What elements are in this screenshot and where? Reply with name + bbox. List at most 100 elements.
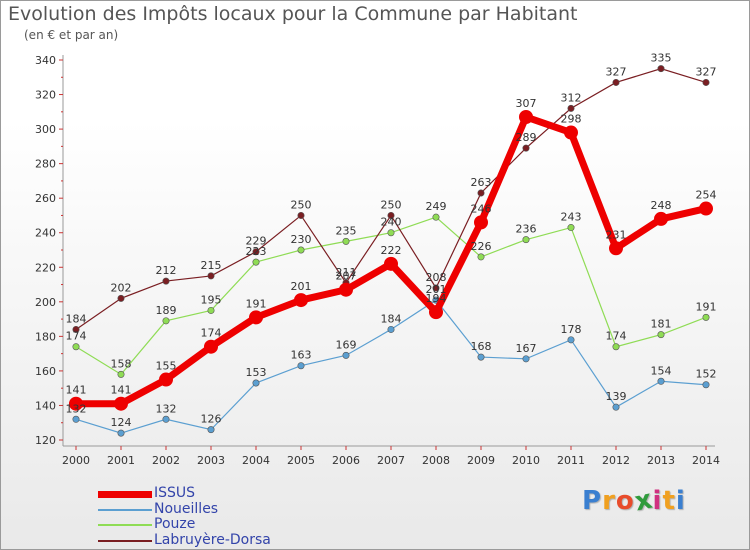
data-point-issus — [339, 282, 353, 297]
x-tick-label: 2009 — [467, 454, 495, 467]
data-label-pouze: 230 — [291, 233, 312, 246]
data-point-noueilles — [297, 362, 305, 370]
y-tick-label: 140 — [35, 399, 56, 412]
data-label-pouze: 181 — [651, 318, 672, 331]
data-label-noueilles: 124 — [111, 416, 132, 429]
data-label-pouze: 158 — [111, 357, 132, 370]
data-point-pouze — [342, 237, 350, 245]
data-label-issus: 201 — [291, 280, 312, 293]
data-label-pouze: 235 — [336, 224, 357, 237]
data-label-issus: 298 — [561, 113, 582, 126]
data-point-pouze — [567, 224, 575, 232]
data-label-issus: 191 — [246, 297, 267, 310]
data-point-pouze — [162, 317, 170, 325]
x-tick-label: 2003 — [197, 454, 225, 467]
data-point-labruy-re-dorsa — [567, 104, 575, 112]
logo-letter: i — [652, 486, 663, 516]
legend-swatch-noueilles — [98, 508, 152, 511]
proxiti-logo: Proxiti — [582, 484, 686, 517]
data-point-pouze — [207, 306, 215, 314]
y-tick-label: 260 — [35, 192, 56, 205]
data-label-issus: 141 — [66, 384, 87, 397]
data-label-noueilles: 154 — [651, 364, 672, 377]
logo-letter: P — [582, 486, 603, 516]
data-label-pouze: 240 — [381, 216, 402, 229]
data-point-noueilles — [477, 353, 485, 361]
data-point-pouze — [612, 343, 620, 351]
data-label-labruy-re-dorsa: 335 — [651, 52, 672, 65]
data-label-pouze: 195 — [201, 293, 222, 306]
data-point-pouze — [657, 331, 665, 339]
legend-swatch-issus — [98, 490, 152, 498]
x-tick-label: 2007 — [377, 454, 405, 467]
data-label-pouze: 226 — [471, 240, 492, 253]
data-label-noueilles: 184 — [381, 312, 402, 325]
data-label-noueilles: 126 — [201, 413, 222, 426]
x-tick-label: 2012 — [602, 454, 630, 467]
data-point-issus — [69, 396, 83, 411]
data-label-noueilles: 152 — [696, 368, 717, 381]
data-point-pouze — [72, 343, 80, 351]
data-label-labruy-re-dorsa: 202 — [111, 281, 132, 294]
data-point-noueilles — [117, 429, 125, 437]
y-tick-label: 320 — [35, 89, 56, 102]
data-label-issus: 254 — [696, 189, 717, 202]
logo-letter: i — [675, 486, 686, 516]
data-label-labruy-re-dorsa: 289 — [516, 131, 537, 144]
data-label-noueilles: 153 — [246, 366, 267, 379]
data-label-noueilles: 169 — [336, 338, 357, 351]
data-point-labruy-re-dorsa — [657, 65, 665, 73]
data-label-pouze: 189 — [156, 304, 177, 317]
x-tick-label: 2006 — [332, 454, 360, 467]
y-tick-label: 300 — [35, 123, 56, 136]
data-point-noueilles — [342, 351, 350, 359]
data-point-pouze — [702, 313, 710, 321]
x-tick-label: 2000 — [62, 454, 90, 467]
data-point-labruy-re-dorsa — [477, 189, 485, 197]
data-point-labruy-re-dorsa — [72, 325, 80, 333]
y-tick-label: 180 — [35, 330, 56, 343]
data-point-issus — [474, 215, 488, 230]
data-label-labruy-re-dorsa: 184 — [66, 312, 87, 325]
data-point-issus — [429, 305, 443, 320]
data-label-pouze: 236 — [516, 223, 537, 236]
data-point-labruy-re-dorsa — [252, 248, 260, 256]
data-label-issus: 155 — [156, 360, 177, 373]
data-point-pouze — [252, 258, 260, 266]
data-label-labruy-re-dorsa: 327 — [696, 65, 717, 78]
y-tick-label: 120 — [35, 434, 56, 447]
legend-label-labruy-re-dorsa: Labruyère-Dorsa — [154, 531, 271, 548]
data-point-issus — [564, 125, 578, 140]
data-label-labruy-re-dorsa: 327 — [606, 65, 627, 78]
data-point-issus — [609, 241, 623, 256]
x-tick-label: 2008 — [422, 454, 450, 467]
data-label-issus: 194 — [426, 292, 447, 305]
data-label-noueilles: 167 — [516, 342, 537, 355]
data-point-labruy-re-dorsa — [432, 284, 440, 292]
data-point-issus — [699, 201, 713, 216]
data-label-labruy-re-dorsa: 212 — [156, 264, 177, 277]
data-point-issus — [159, 372, 173, 387]
data-point-noueilles — [252, 379, 260, 387]
data-label-labruy-re-dorsa: 211 — [336, 266, 357, 279]
data-point-issus — [114, 396, 128, 411]
y-tick-label: 160 — [35, 365, 56, 378]
data-point-issus — [294, 293, 308, 308]
data-point-pouze — [297, 246, 305, 254]
data-label-labruy-re-dorsa: 312 — [561, 91, 582, 104]
data-label-labruy-re-dorsa: 250 — [381, 198, 402, 211]
x-tick-label: 2013 — [647, 454, 675, 467]
data-label-pouze: 174 — [606, 330, 627, 343]
y-tick-label: 240 — [35, 227, 56, 240]
data-point-noueilles — [207, 426, 215, 434]
data-point-issus — [654, 211, 668, 226]
data-label-issus: 246 — [471, 202, 492, 215]
data-point-labruy-re-dorsa — [297, 211, 305, 219]
data-point-noueilles — [657, 377, 665, 385]
data-point-noueilles — [522, 355, 530, 363]
data-label-pouze: 174 — [66, 330, 87, 343]
x-tick-label: 2002 — [152, 454, 180, 467]
data-point-issus — [249, 310, 263, 325]
data-point-pouze — [477, 253, 485, 261]
data-label-pouze: 249 — [426, 200, 447, 213]
